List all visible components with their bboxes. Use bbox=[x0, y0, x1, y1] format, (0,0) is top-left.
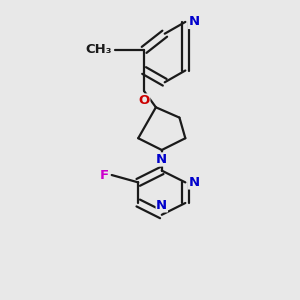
Text: CH₃: CH₃ bbox=[85, 44, 112, 56]
Text: F: F bbox=[100, 169, 109, 182]
Text: N: N bbox=[156, 153, 167, 166]
Text: O: O bbox=[139, 94, 150, 107]
Text: N: N bbox=[156, 199, 167, 212]
Text: N: N bbox=[188, 176, 200, 189]
Text: N: N bbox=[188, 15, 200, 28]
